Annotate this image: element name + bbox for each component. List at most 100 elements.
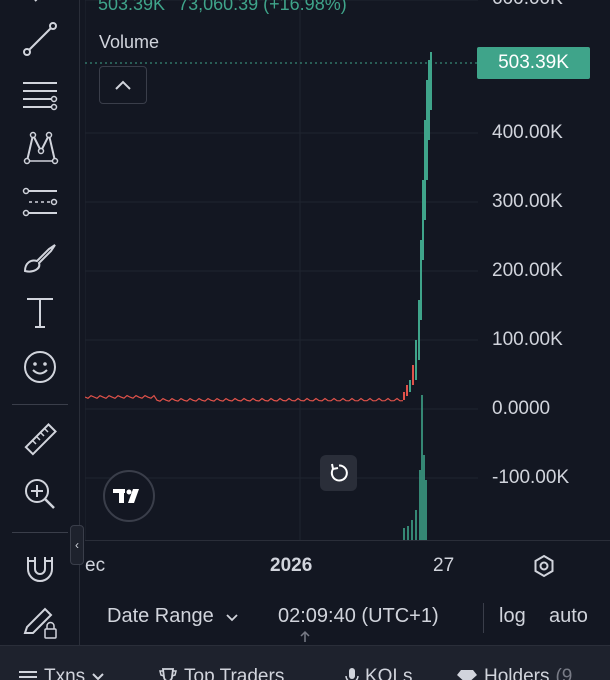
chevron-up-icon [34, 0, 38, 2]
chevron-up-icon [115, 80, 131, 90]
price-candle [412, 365, 414, 385]
collapse-indicators-button[interactable] [99, 66, 147, 104]
diamond-icon [457, 670, 477, 680]
price-chart[interactable] [85, 0, 478, 540]
price-axis-label: -100.00K [492, 467, 570, 488]
emoji-icon [24, 351, 56, 383]
bottom-bar-divider [483, 603, 484, 633]
tool-fib[interactable] [18, 72, 62, 116]
price-candle [403, 392, 405, 400]
price-series [85, 52, 432, 402]
tab-top-traders[interactable]: Top Traders [158, 666, 284, 680]
price-axis-label: 0.0000 [492, 398, 551, 419]
chart-bottom-bar: Date Range 02:09:40 (UTC+1) log auto [85, 595, 610, 643]
price-axis-label: 100.00K [492, 329, 563, 350]
price-candle [406, 385, 408, 396]
tool-brush[interactable] [18, 236, 62, 280]
prediction-icon [22, 187, 58, 217]
volume-bar [423, 455, 425, 540]
tab-kols[interactable]: KOLs [345, 666, 413, 680]
tab-top-traders-label: Top Traders [184, 666, 285, 680]
time-axis[interactable]: ec 2026 27 [85, 540, 610, 590]
last-price-tag: 503.39K [477, 47, 590, 79]
reset-chart-button[interactable] [320, 455, 357, 491]
volume-bar [425, 480, 427, 540]
volume-bar [403, 528, 405, 540]
tool-magnet[interactable] [18, 546, 62, 590]
chart-grid [85, 0, 478, 540]
text-icon [27, 298, 53, 328]
header-price: 503.39K [98, 0, 166, 14]
volume-bar [407, 526, 409, 540]
price-header: 503.39K 73,060.39 (+16.98%) [98, 0, 355, 15]
chevron-left-icon: ‹ [75, 538, 79, 552]
tab-kols-label: KOLs [365, 666, 413, 680]
price-axis-label: 200.00K [492, 260, 563, 281]
price-axis-label: 600.00K [492, 0, 563, 10]
date-range-label: Date Range [107, 605, 214, 627]
tool-zoom[interactable] [18, 472, 62, 516]
trendline-icon [23, 22, 57, 56]
volume-bars [403, 395, 427, 540]
chevron-down-icon [92, 673, 104, 680]
time-axis-label-year: 2026 [270, 555, 313, 576]
lock-pencil-icon [23, 607, 57, 639]
toolbar-divider [12, 404, 68, 405]
price-candle [422, 180, 424, 260]
toolbar-collapse-tab[interactable]: ‹ [70, 525, 84, 565]
fib-retracement-icon [23, 82, 58, 111]
tool-prediction[interactable] [18, 180, 62, 224]
price-candle [418, 300, 420, 360]
magnet-icon [27, 557, 53, 582]
price-candle [420, 240, 422, 320]
price-axis[interactable]: 600.00K 400.00K 300.00K 200.00K 100.00K … [478, 0, 610, 540]
date-range-dropdown[interactable]: Date Range [107, 605, 239, 628]
tool-emoji[interactable] [18, 345, 62, 389]
volume-bar [419, 470, 421, 540]
tab-holders-label: Holders [484, 666, 550, 680]
volume-indicator-label: Volume [99, 32, 160, 52]
tab-txns-label: Txns [44, 666, 86, 680]
volume-bar [421, 395, 423, 540]
trophy-icon [159, 668, 177, 680]
tool-pattern[interactable] [18, 126, 62, 170]
chart-settings-button[interactable] [530, 552, 558, 580]
gear-icon [534, 554, 554, 578]
tool-cursor[interactable] [18, 0, 62, 40]
microphone-icon [345, 668, 359, 680]
brush-icon [23, 244, 56, 273]
ruler-icon [24, 423, 57, 456]
tool-ruler[interactable] [18, 418, 62, 462]
tradingview-logo[interactable] [103, 470, 155, 522]
data-tabs-bar: Txns Top Traders KOLs Holders (9 [0, 645, 610, 680]
list-icon [19, 671, 37, 678]
price-candle [409, 380, 411, 392]
price-axis-label: 300.00K [492, 191, 563, 212]
tab-txns[interactable]: Txns [18, 666, 105, 680]
price-candle [430, 52, 432, 110]
time-axis-label: 27 [433, 555, 455, 576]
timezone-clock[interactable]: 02:09:40 (UTC+1) [278, 605, 439, 627]
pattern-icon [23, 131, 59, 165]
tab-holders[interactable]: Holders (9 [456, 666, 572, 680]
price-axis-label: 400.00K [492, 122, 563, 143]
volume-bar [411, 520, 413, 540]
price-candle [424, 120, 426, 220]
log-scale-toggle[interactable]: log [499, 605, 526, 627]
auto-scale-toggle[interactable]: auto [549, 605, 588, 627]
tradingview-logo-icon [113, 489, 139, 503]
price-candle [415, 340, 417, 380]
tool-lock-drawings[interactable] [18, 600, 62, 644]
header-change: 73,060.39 (+16.98%) [178, 0, 347, 14]
tool-trendline[interactable] [18, 17, 62, 61]
price-line-flat [85, 394, 404, 402]
chevron-down-icon [226, 614, 238, 622]
price-candle [426, 80, 428, 180]
tool-text[interactable] [18, 290, 62, 334]
toolbar-divider [12, 532, 68, 533]
time-axis-label: ec [85, 555, 106, 576]
price-candle [428, 60, 430, 140]
tab-holders-count: (9 [555, 666, 573, 680]
zoom-in-icon [25, 479, 55, 509]
volume-bar [415, 510, 417, 540]
